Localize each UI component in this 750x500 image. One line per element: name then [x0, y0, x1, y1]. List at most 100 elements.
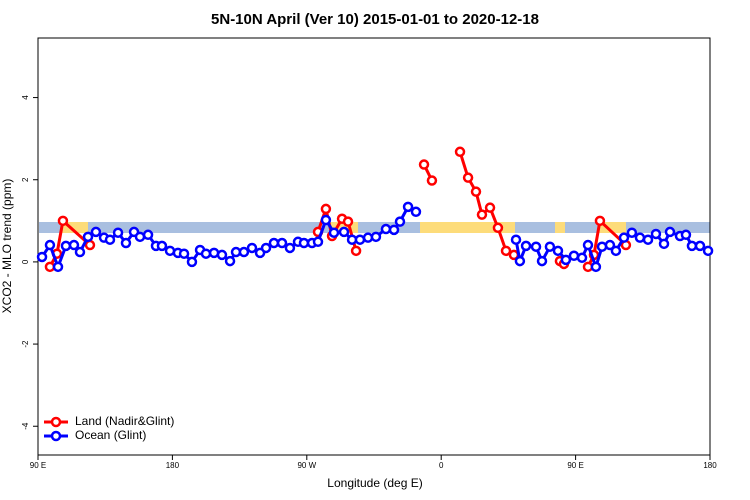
point — [694, 240, 706, 252]
point — [626, 227, 638, 238]
point — [650, 228, 662, 240]
ocean-strip — [39, 222, 710, 233]
legend-label: Ocean (Glint) — [75, 428, 146, 442]
land-strip — [598, 222, 626, 233]
point — [484, 202, 496, 213]
point — [664, 226, 676, 238]
point — [686, 240, 698, 252]
point — [284, 242, 296, 254]
point — [544, 241, 556, 252]
point — [634, 232, 646, 243]
point — [604, 239, 616, 251]
point — [520, 240, 532, 252]
x-tick-label: 0 — [439, 461, 444, 470]
point — [260, 242, 272, 254]
x-tick-label: 90 E — [30, 461, 46, 470]
legend-marker — [50, 430, 62, 442]
point — [246, 242, 258, 254]
point — [134, 231, 146, 243]
point — [402, 201, 414, 213]
land-strip — [555, 222, 565, 233]
x-tick-label: 180 — [166, 461, 180, 470]
y-axis-label: XCO2 - MLO trend (ppm) — [0, 179, 14, 314]
y-tick-label: 0 — [21, 259, 30, 264]
y-tick-label: 2 — [21, 177, 30, 182]
x-axis-label: Longitude (deg E) — [327, 476, 422, 490]
point — [178, 248, 190, 259]
point — [418, 159, 430, 170]
point — [702, 245, 714, 257]
point — [582, 239, 594, 251]
y-tick-label: 4 — [21, 95, 30, 100]
point — [104, 234, 116, 245]
point — [338, 226, 350, 238]
point — [52, 261, 64, 273]
point — [44, 239, 56, 251]
series-line — [48, 151, 627, 268]
point — [530, 241, 542, 252]
point — [380, 223, 392, 235]
y-tick-label: -2 — [21, 340, 30, 348]
point — [560, 254, 572, 266]
point — [200, 248, 212, 259]
x-tick-label: 180 — [703, 461, 717, 470]
point — [268, 237, 280, 249]
point — [156, 240, 168, 252]
point — [84, 239, 96, 251]
legend-label: Land (Nadir&Glint) — [75, 414, 174, 428]
point — [320, 214, 332, 226]
point — [36, 251, 48, 263]
point — [454, 146, 466, 158]
point — [410, 206, 422, 218]
land-strip — [420, 222, 515, 233]
point — [476, 209, 488, 220]
point — [216, 249, 228, 261]
point — [57, 215, 69, 227]
point — [342, 216, 354, 227]
point — [74, 246, 86, 258]
point — [370, 231, 382, 243]
chart-title: 5N-10N April (Ver 10) 2015-01-01 to 2020… — [211, 11, 539, 28]
point — [510, 234, 522, 245]
point — [68, 239, 80, 251]
point — [500, 245, 512, 257]
point — [680, 229, 692, 241]
point — [142, 229, 154, 241]
point — [60, 240, 72, 252]
point — [44, 261, 56, 273]
point — [350, 245, 362, 257]
point — [320, 203, 332, 215]
point — [642, 234, 654, 245]
point — [394, 216, 406, 227]
point — [82, 231, 94, 243]
point — [112, 227, 124, 238]
x-tick-label: 90 W — [297, 461, 316, 470]
point — [276, 237, 288, 249]
point — [224, 255, 236, 267]
point — [552, 245, 564, 257]
point — [298, 237, 310, 249]
point — [90, 226, 102, 238]
point — [462, 172, 474, 183]
point — [238, 246, 250, 258]
point — [514, 255, 526, 267]
legend-box — [39, 412, 189, 446]
point — [658, 238, 670, 250]
point — [590, 261, 602, 273]
point — [536, 255, 548, 267]
point — [354, 234, 366, 245]
point — [426, 175, 438, 186]
land-strip — [62, 222, 88, 233]
point — [492, 222, 504, 234]
point — [312, 236, 324, 248]
point — [388, 224, 400, 236]
point — [594, 215, 606, 227]
y-tick-label: -4 — [21, 422, 30, 430]
point — [610, 245, 622, 257]
point — [328, 227, 340, 238]
point — [618, 232, 630, 243]
point — [186, 256, 198, 268]
point — [470, 186, 482, 197]
point — [576, 252, 588, 264]
